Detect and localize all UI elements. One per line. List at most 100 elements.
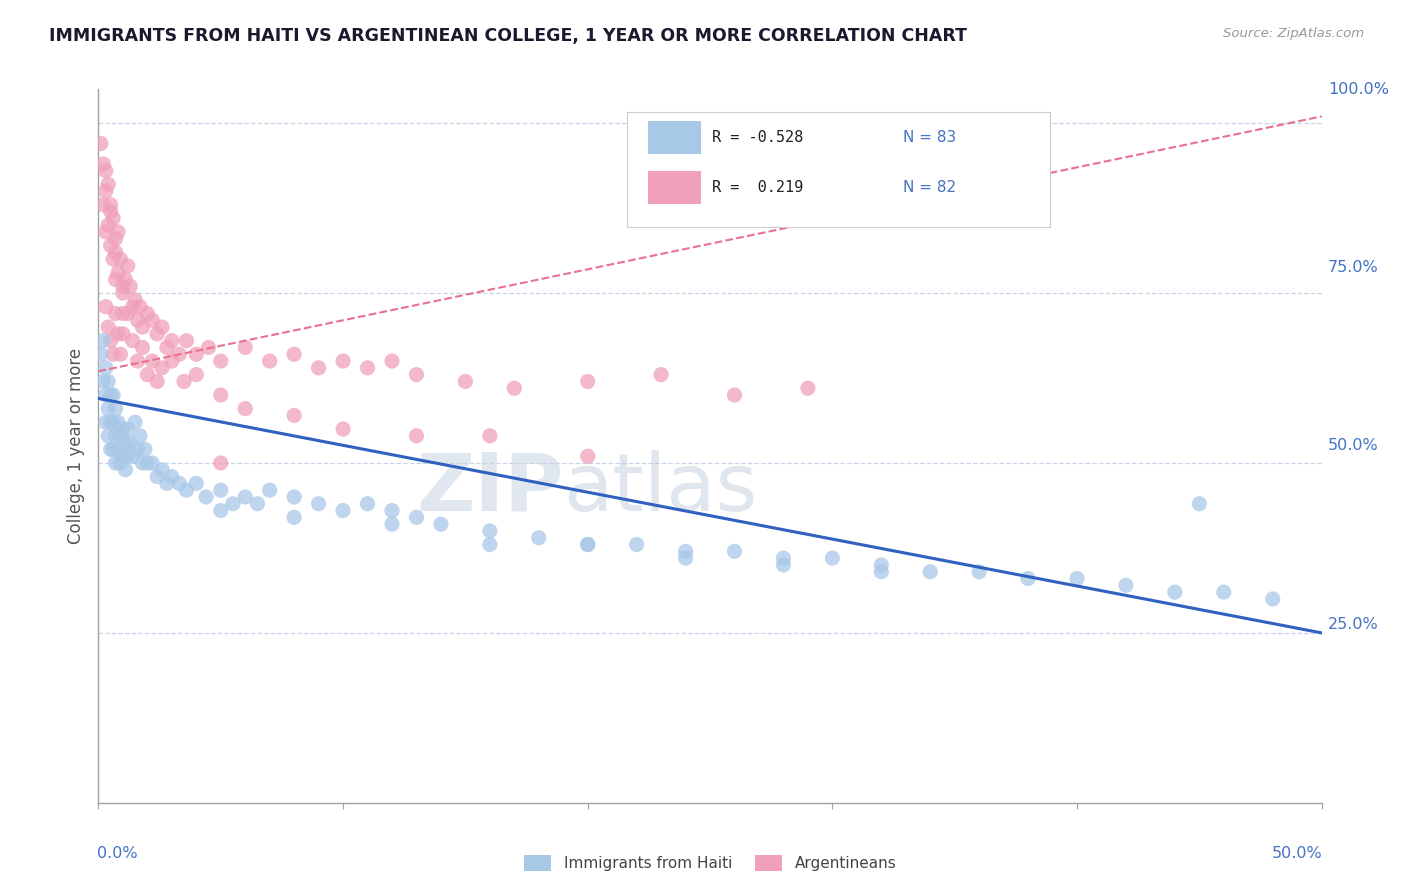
Text: 50.0%: 50.0% — [1327, 439, 1378, 453]
Point — [97, 375, 120, 389]
Point — [101, 211, 124, 226]
Point — [94, 225, 117, 239]
Point — [723, 544, 745, 558]
Point — [870, 565, 893, 579]
Point — [454, 375, 477, 389]
Point — [146, 375, 169, 389]
Point — [101, 442, 124, 457]
Point — [111, 279, 134, 293]
Point — [141, 354, 163, 368]
Point — [209, 503, 232, 517]
Point — [1017, 572, 1039, 586]
Text: N = 83: N = 83 — [903, 130, 956, 145]
Point — [478, 429, 501, 443]
Point — [283, 347, 305, 361]
Text: 25.0%: 25.0% — [1327, 617, 1378, 632]
Point — [283, 510, 305, 524]
Point — [94, 360, 117, 375]
Point — [405, 368, 427, 382]
Text: Source: ZipAtlas.com: Source: ZipAtlas.com — [1223, 27, 1364, 40]
Point — [91, 375, 114, 389]
Point — [821, 551, 844, 566]
Point — [117, 422, 139, 436]
Point — [131, 320, 153, 334]
Point — [381, 503, 404, 517]
Point — [100, 334, 122, 348]
Point — [308, 360, 330, 375]
Point — [91, 157, 114, 171]
Point — [209, 354, 232, 368]
Point — [104, 232, 127, 246]
Point — [100, 415, 122, 429]
Legend: Immigrants from Haiti, Argentineans: Immigrants from Haiti, Argentineans — [517, 849, 903, 877]
Text: N = 82: N = 82 — [903, 180, 956, 195]
Point — [576, 537, 599, 551]
Point — [97, 401, 120, 416]
Point — [104, 272, 127, 286]
Point — [146, 326, 169, 341]
Point — [478, 537, 501, 551]
Point — [772, 558, 794, 572]
Point — [141, 313, 163, 327]
Point — [104, 306, 127, 320]
Point — [131, 456, 153, 470]
Point — [117, 306, 139, 320]
Point — [100, 442, 122, 457]
Point — [576, 537, 599, 551]
Point — [246, 497, 269, 511]
Point — [120, 435, 142, 450]
Point — [136, 306, 159, 320]
Point — [110, 429, 132, 443]
Point — [233, 341, 256, 355]
Point — [308, 497, 330, 511]
Point — [97, 320, 120, 334]
Point — [503, 381, 526, 395]
Point — [94, 163, 117, 178]
Point — [150, 360, 173, 375]
Point — [1066, 572, 1088, 586]
Point — [173, 375, 195, 389]
Point — [259, 354, 281, 368]
Point — [104, 429, 127, 443]
Point — [101, 388, 124, 402]
Point — [129, 429, 152, 443]
Point — [94, 184, 117, 198]
Point — [101, 415, 124, 429]
Point — [160, 354, 183, 368]
Point — [100, 388, 122, 402]
Point — [233, 401, 256, 416]
Text: 100.0%: 100.0% — [1327, 82, 1389, 96]
Point — [104, 456, 127, 470]
Point — [124, 415, 146, 429]
Point — [104, 401, 127, 416]
Point — [209, 388, 232, 402]
Point — [356, 497, 378, 511]
Point — [195, 490, 218, 504]
Point — [405, 510, 427, 524]
Point — [209, 483, 232, 498]
Text: 0.0%: 0.0% — [97, 846, 138, 861]
Point — [626, 537, 648, 551]
Point — [283, 490, 305, 504]
Point — [332, 503, 354, 517]
Point — [97, 218, 120, 232]
Point — [97, 429, 120, 443]
Text: IMMIGRANTS FROM HAITI VS ARGENTINEAN COLLEGE, 1 YEAR OR MORE CORRELATION CHART: IMMIGRANTS FROM HAITI VS ARGENTINEAN COL… — [49, 27, 967, 45]
Point — [107, 442, 129, 457]
Point — [111, 306, 134, 320]
Point — [136, 368, 159, 382]
Point — [186, 476, 208, 491]
Point — [110, 252, 132, 266]
Point — [104, 245, 127, 260]
Point — [332, 422, 354, 436]
Point — [91, 198, 114, 212]
Point — [97, 178, 120, 192]
Point — [920, 565, 942, 579]
Point — [186, 347, 208, 361]
Point — [478, 524, 501, 538]
Point — [186, 368, 208, 382]
Text: R =  0.219: R = 0.219 — [713, 180, 804, 195]
Point — [405, 429, 427, 443]
Point — [160, 334, 183, 348]
Point — [723, 388, 745, 402]
